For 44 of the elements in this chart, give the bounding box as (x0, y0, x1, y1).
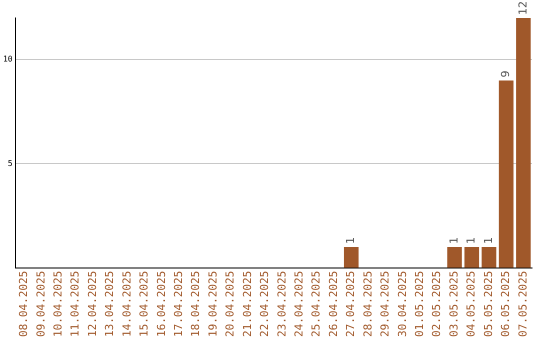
x-tick-label: 16.04.2025 (154, 270, 168, 338)
x-tick-label: 24.04.2025 (292, 270, 306, 338)
x-tick-label: 19.04.2025 (206, 270, 220, 338)
x-tick-label: 08.04.2025 (17, 270, 30, 338)
bar (498, 80, 514, 268)
x-tick-label: 12.04.2025 (86, 270, 99, 338)
y-tick-label: 10 (2, 54, 13, 64)
bar (464, 246, 480, 268)
data-label: 1 (464, 236, 478, 244)
bar (344, 246, 359, 268)
x-tick-label: 28.04.2025 (361, 270, 374, 338)
x-tick-label: 06.05.2025 (499, 270, 512, 338)
x-tick-label: 02.05.2025 (430, 270, 444, 338)
x-tick-label: 20.04.2025 (224, 270, 237, 338)
x-tick-label: 22.04.2025 (258, 270, 272, 338)
x-tick-label: 11.04.2025 (68, 270, 82, 338)
x-tick-label: 29.04.2025 (378, 270, 392, 338)
data-label: 1 (447, 236, 460, 244)
x-tick-label: 21.04.2025 (240, 270, 254, 338)
data-label: 1 (482, 236, 495, 244)
x-tick-label: 03.05.2025 (447, 270, 460, 338)
data-label: 1 (344, 236, 358, 244)
x-tick-label: 13.04.2025 (103, 270, 116, 338)
x-tick-label: 30.04.2025 (396, 270, 409, 338)
y-tick-label: 5 (8, 158, 13, 168)
data-label: 12 (516, 1, 530, 15)
x-tick-label: 09.04.2025 (34, 270, 48, 338)
x-tick-label: 17.04.2025 (172, 270, 186, 338)
bar (447, 246, 462, 268)
x-tick-label: 10.04.2025 (52, 270, 65, 338)
data-label: 9 (499, 70, 512, 78)
x-tick-label: 27.04.2025 (344, 270, 358, 338)
x-tick-label: 01.05.2025 (412, 270, 426, 338)
bar (516, 18, 531, 268)
x-tick-label: 04.05.2025 (464, 270, 478, 338)
bar (482, 246, 496, 268)
x-tick-label: 26.04.2025 (326, 270, 340, 338)
x-tick-label: 15.04.2025 (138, 270, 151, 338)
x-tick-label: 25.04.2025 (310, 270, 323, 338)
x-tick-label: 23.04.2025 (275, 270, 288, 338)
x-tick-label: 18.04.2025 (189, 270, 202, 338)
x-tick-label: 14.04.2025 (120, 270, 134, 338)
x-tick-label: 05.05.2025 (482, 270, 495, 338)
x-tick-label: 07.05.2025 (516, 270, 530, 338)
